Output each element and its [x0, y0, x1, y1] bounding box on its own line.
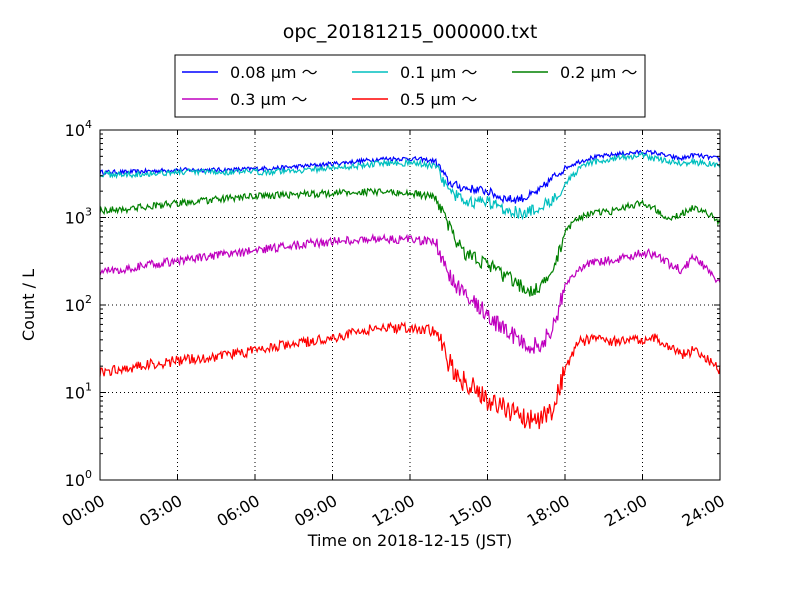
- x-tick-label: 06:00: [214, 491, 263, 531]
- y-tick-label: 101: [65, 381, 92, 403]
- series-line: [99, 149, 721, 204]
- series-line: [99, 233, 721, 354]
- series-line: [99, 187, 721, 297]
- x-tick-label: 12:00: [369, 491, 418, 531]
- y-tick-exponent: 1: [85, 381, 92, 394]
- x-tick-label: 09:00: [291, 491, 340, 531]
- x-tick-label: 21:00: [601, 491, 650, 531]
- x-tick-label: 24:00: [679, 491, 728, 531]
- y-tick-exponent: 0: [85, 468, 92, 481]
- legend-label: 0.1 μm ～: [400, 63, 477, 82]
- y-axis-label: Count / L: [19, 269, 38, 341]
- y-tick-base: 10: [65, 296, 85, 315]
- legend: 0.08 μm ～ 0.1 μm ～ 0.2 μm ～ 0.3 μm ～ 0.5 μm …: [174, 54, 646, 118]
- y-tick-label: 104: [65, 118, 92, 140]
- y-tick-exponent: 4: [85, 118, 92, 131]
- y-tick-exponent: 2: [85, 293, 92, 306]
- legend-label: 0.2 μm ～: [560, 63, 637, 82]
- chart-title: opc_20181215_000000.txt: [283, 21, 538, 43]
- grid: [100, 130, 720, 480]
- x-tick-label: 15:00: [446, 491, 495, 531]
- y-tick-label: 100: [65, 468, 92, 490]
- legend-label: 0.08 μm ～: [230, 63, 318, 82]
- legend-label: 0.5 μm ～: [400, 90, 477, 109]
- y-tick-base: 10: [65, 384, 85, 403]
- y-tick-base: 10: [65, 121, 85, 140]
- legend-label: 0.3 μm ～: [230, 90, 307, 109]
- x-tick-label: 00:00: [59, 491, 108, 531]
- y-tick-base: 10: [65, 471, 85, 490]
- y-tick-label: 102: [65, 293, 92, 315]
- x-tick-label: 03:00: [136, 491, 185, 531]
- y-tick-base: 10: [65, 209, 85, 228]
- y-tick-label: 103: [65, 206, 92, 228]
- x-axis-label: Time on 2018-12-15 (JST): [307, 531, 512, 550]
- x-tick-label: 18:00: [524, 491, 573, 531]
- legend-box: [174, 54, 646, 118]
- y-tick-exponent: 3: [85, 206, 92, 219]
- series-line: [99, 151, 721, 221]
- series-lines: [99, 149, 721, 430]
- series-line: [99, 321, 721, 430]
